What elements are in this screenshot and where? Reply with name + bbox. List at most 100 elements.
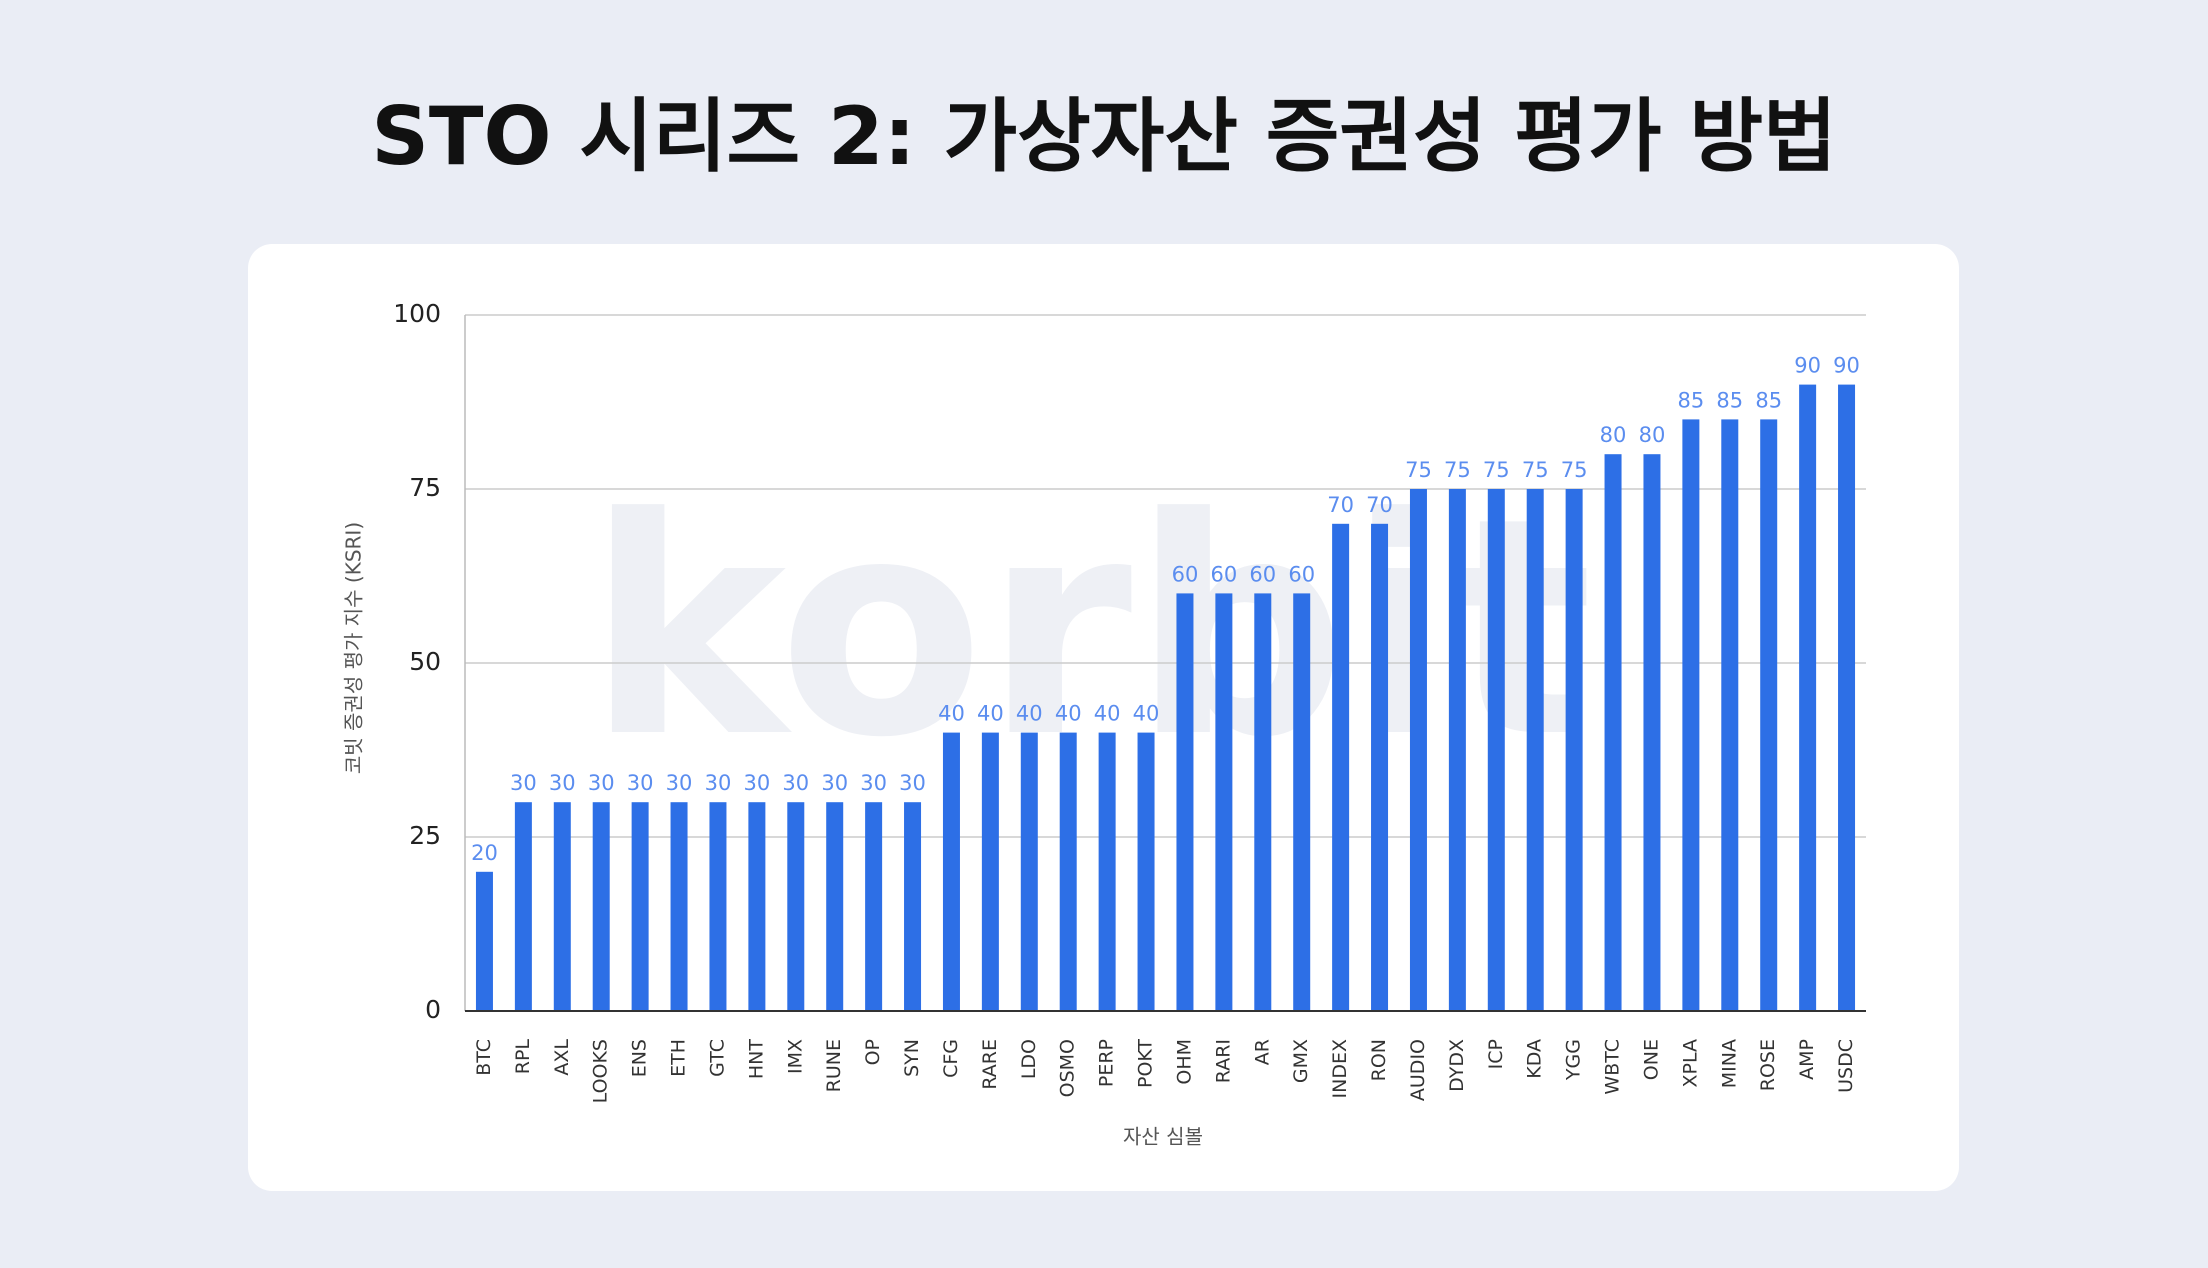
x-tick-label: SYN (901, 1039, 923, 1077)
value-label: 30 (588, 771, 615, 795)
bar (1020, 732, 1038, 1011)
bar (1760, 419, 1778, 1011)
value-label: 80 (1639, 423, 1666, 447)
value-label: 60 (1211, 562, 1238, 586)
x-tick-label: AUDIO (1407, 1039, 1429, 1101)
bar (1838, 384, 1856, 1012)
value-label: 75 (1444, 458, 1471, 482)
x-tick-label: XPLA (1679, 1039, 1701, 1088)
bar (1371, 523, 1389, 1011)
x-tick-label: GMX (1290, 1039, 1312, 1083)
x-tick-label: RPL (512, 1039, 534, 1075)
y-tick-label: 50 (409, 647, 441, 676)
y-axis-label: 코빗 증권성 평가 지수 (KSRI) (342, 522, 366, 774)
bar (1565, 489, 1583, 1011)
value-label: 85 (1678, 388, 1705, 412)
value-label: 60 (1288, 562, 1315, 586)
value-label: 30 (510, 771, 537, 795)
bar (942, 732, 960, 1011)
bar (1254, 593, 1272, 1011)
x-tick-label: WBTC (1602, 1039, 1624, 1095)
x-tick-label: CFG (940, 1039, 962, 1078)
y-tick-label: 25 (409, 821, 441, 850)
value-label: 40 (938, 702, 965, 726)
chart-title: STO 시리즈 2: 가상자산 증권성 평가 방법 (371, 90, 1836, 183)
value-label: 60 (1249, 562, 1276, 586)
x-tick-label: POKT (1135, 1039, 1157, 1088)
x-tick-label: IMX (784, 1039, 806, 1074)
bar (1721, 419, 1739, 1011)
x-tick-label: HNT (745, 1039, 767, 1080)
x-tick-label: AXL (551, 1039, 573, 1076)
value-label: 30 (860, 771, 887, 795)
bar (553, 802, 571, 1011)
bar (1176, 593, 1194, 1011)
x-tick-label: AMP (1796, 1039, 1818, 1080)
value-label: 80 (1600, 423, 1627, 447)
bar (1137, 732, 1155, 1011)
bar (1643, 454, 1661, 1011)
value-label: 40 (1094, 702, 1121, 726)
x-axis-label: 자산 심볼 (1123, 1125, 1203, 1149)
value-label: 30 (705, 771, 732, 795)
x-tick-label: RARE (979, 1039, 1001, 1090)
x-tick-label: MINA (1718, 1039, 1740, 1088)
bar (1332, 523, 1350, 1011)
x-tick-label: ENS (629, 1039, 651, 1077)
x-tick-label: DYDX (1446, 1039, 1468, 1092)
y-tick-label: 0 (425, 995, 441, 1024)
bar (670, 802, 688, 1011)
bar (1293, 593, 1311, 1011)
bar (1526, 489, 1544, 1011)
bar (1098, 732, 1116, 1011)
watermark: korbit (587, 454, 1594, 803)
x-tick-label: RUNE (823, 1039, 845, 1092)
y-tick-label: 100 (393, 299, 441, 328)
x-tick-label: RON (1368, 1039, 1390, 1081)
x-tick-label: INDEX (1329, 1039, 1351, 1098)
value-label: 85 (1716, 388, 1743, 412)
bar (1059, 732, 1077, 1011)
bar (1448, 489, 1466, 1011)
value-label: 20 (471, 841, 498, 865)
x-tick-label: ROSE (1757, 1039, 1779, 1091)
x-tick-label: LOOKS (590, 1039, 612, 1103)
x-tick-label: ICP (1485, 1039, 1507, 1069)
bar (981, 732, 999, 1011)
value-label: 70 (1327, 493, 1354, 517)
value-label: 30 (821, 771, 848, 795)
value-label: 40 (977, 702, 1004, 726)
bar (1682, 419, 1700, 1011)
value-label: 90 (1794, 354, 1821, 378)
bar (865, 802, 883, 1011)
bar (709, 802, 727, 1011)
x-tick-label: RARI (1212, 1039, 1234, 1083)
bar (748, 802, 766, 1011)
bar (631, 802, 649, 1011)
x-tick-label: BTC (473, 1039, 495, 1076)
x-tick-label: GTC (706, 1039, 728, 1077)
value-label: 75 (1561, 458, 1588, 482)
value-label: 30 (899, 771, 926, 795)
x-tick-label: PERP (1096, 1039, 1118, 1087)
value-label: 40 (1055, 702, 1082, 726)
x-tick-label: USDC (1835, 1039, 1857, 1093)
x-tick-label: ONE (1640, 1039, 1662, 1080)
x-tick-label: OP (862, 1039, 884, 1065)
value-label: 30 (627, 771, 654, 795)
bar (904, 802, 922, 1011)
value-label: 60 (1172, 562, 1199, 586)
value-label: 40 (1016, 702, 1043, 726)
bar (826, 802, 844, 1011)
value-label: 30 (666, 771, 693, 795)
value-label: 30 (549, 771, 576, 795)
value-label: 40 (1133, 702, 1160, 726)
value-label: 70 (1366, 493, 1393, 517)
bar (592, 802, 610, 1011)
x-tick-label: KDA (1524, 1039, 1546, 1079)
value-label: 30 (744, 771, 771, 795)
value-label: 75 (1483, 458, 1510, 482)
x-tick-label: OSMO (1057, 1039, 1079, 1097)
